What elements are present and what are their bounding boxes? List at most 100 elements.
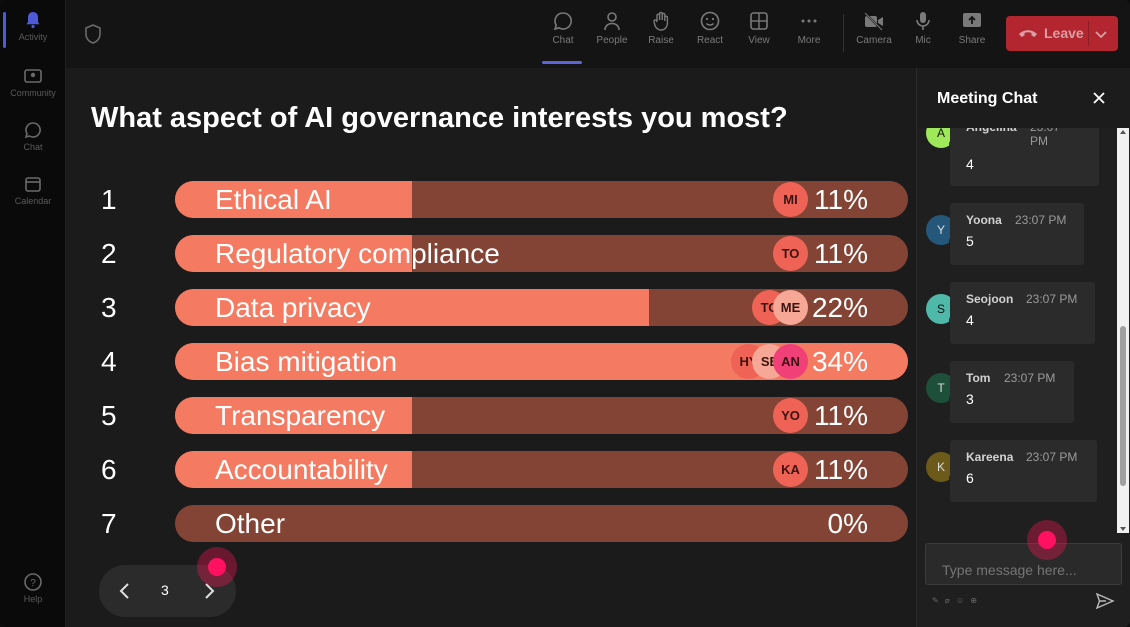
chat-sender-name: Tom [966,371,991,385]
chat-avatar-initial: Y [936,223,945,237]
rail-item-community[interactable]: Community [0,66,66,98]
rail-item-chat[interactable]: Chat [0,120,66,152]
leave-divider [1088,21,1089,46]
scroll-up-arrow[interactable] [1120,130,1126,134]
chat-sender-name: Kareena [966,450,1014,464]
result-bar: Other 0% [175,505,908,542]
poll-option-row[interactable]: 5 Transparency YO 11% [66,397,916,434]
poll-option-row[interactable]: 6 Accountability KA 11% [66,451,916,488]
chat-message-text: 4 [966,312,974,328]
share-screen-icon [963,13,981,27]
chat-message-text: 4 [966,156,974,172]
poll-question: What aspect of AI governance interests y… [91,102,788,134]
poll-option-row[interactable]: 3 Data privacy TO ME 22% [66,289,916,326]
camera-button[interactable]: Camera [851,10,897,46]
raise-hand-button[interactable]: Raise [638,10,684,46]
chat-toggle-button[interactable]: Chat [540,10,586,64]
scroll-down-arrow[interactable] [1120,527,1126,531]
chat-avatar-initial: T [937,381,945,395]
react-button[interactable]: React [687,10,733,46]
option-label: Accountability [215,454,388,485]
rail-item-label: Help [23,594,43,604]
bell-icon [26,12,40,29]
result-bar: Ethical AI MI 11% [175,181,908,218]
option-number: 2 [101,238,117,269]
share-button[interactable]: Share [949,10,995,46]
chat-timestamp: 23:07 PM [1015,213,1067,227]
result-bar-fill [175,397,413,434]
pointer-highlight [1027,520,1067,560]
poll-option-row[interactable]: 2 Regulatory compliance TO 11% [66,235,916,272]
rail-item-activity[interactable]: Activity [0,10,66,48]
close-icon[interactable] [1091,90,1107,106]
more-button[interactable]: More [786,10,832,46]
chat-message[interactable]: Kareena 23:07 PM 6 [950,440,1097,502]
option-label: Transparency [215,400,386,431]
result-bar-fill [175,451,413,488]
rail-item-calendar[interactable]: Calendar [0,174,66,206]
option-percentage: 11% [814,454,868,485]
chevron-left-icon[interactable] [113,579,137,603]
share-label: Share [958,35,986,46]
phone-hangup-icon [1019,30,1037,37]
chat-sender-name: Seojoon [966,292,1014,306]
chat-title: Meeting Chat [937,90,1038,107]
result-bar: Bias mitigation HY SE AN 34% [175,343,908,380]
chat-avatar-initial: A [936,128,945,140]
chat-timestamp: 23:07 PM [1026,450,1078,464]
result-bar: Regulatory compliance TO 11% [175,235,908,272]
people-label: People [596,35,628,46]
poll-option-row[interactable]: 4 Bias mitigation HY SE AN 34% [66,343,916,380]
view-button[interactable]: View [736,10,782,46]
people-button[interactable]: People [589,10,635,46]
chevron-right-icon[interactable] [197,579,221,603]
option-percentage: 34% [811,346,868,377]
option-percentage: 11% [814,238,868,269]
mic-button[interactable]: Mic [900,10,946,46]
result-bar-fill [175,181,413,218]
poll-option-row[interactable]: 1 Ethical AI MI 11% [66,181,916,218]
chat-message[interactable]: Angelina 23:07 PM 4 [950,128,1099,186]
community-icon [24,69,42,83]
option-label: Data privacy [215,292,371,323]
send-icon[interactable] [1095,592,1115,610]
toolbar-divider [843,14,844,52]
calendar-icon [25,177,41,192]
shield-icon [85,24,101,44]
rail-item-label: Activity [18,32,48,42]
option-percentage: 22% [811,292,868,323]
more-label: More [797,35,821,46]
result-bar-fill [175,235,413,272]
pointer-highlight [197,547,237,587]
page-number: 3 [161,582,169,598]
option-number: 5 [101,400,117,431]
chat-message-text: 3 [966,391,974,407]
voter-avatar: KA [773,452,808,487]
meeting-toolbar: Chat People Raise React View More Camera [66,0,1130,68]
voter-avatar: TO [773,236,808,271]
leave-button[interactable]: Leave [1006,16,1118,51]
chevron-down-icon[interactable] [1094,27,1108,41]
scroll-thumb[interactable] [1120,326,1126,486]
chat-message-input[interactable] [925,543,1122,585]
option-percentage: 11% [814,400,868,431]
chat-message[interactable]: Yoona 23:07 PM 5 [950,203,1084,265]
result-bar: Accountability KA 11% [175,451,908,488]
poll-option-row[interactable]: 7 Other 0% [66,505,916,542]
result-bar: Data privacy TO ME 22% [175,289,908,326]
chat-message[interactable]: Tom 23:07 PM 3 [950,361,1074,423]
chat-message[interactable]: Seojoon 23:07 PM 4 [950,282,1095,344]
rail-item-help[interactable]: ? Help [0,572,66,604]
more-dots-icon [801,19,817,23]
format-icons[interactable]: ✎ ⌀ ☺ ⊕ [932,596,980,605]
camera-icon [864,12,883,31]
leave-label: Leave [1044,25,1084,41]
help-icon: ? [24,573,42,591]
people-icon [604,12,620,31]
chat-icon [553,12,572,31]
chat-scrollbar[interactable] [1117,128,1129,533]
option-percentage: 0% [827,508,868,539]
rail-item-label: Calendar [14,196,52,206]
voter-avatar: YO [773,398,808,433]
